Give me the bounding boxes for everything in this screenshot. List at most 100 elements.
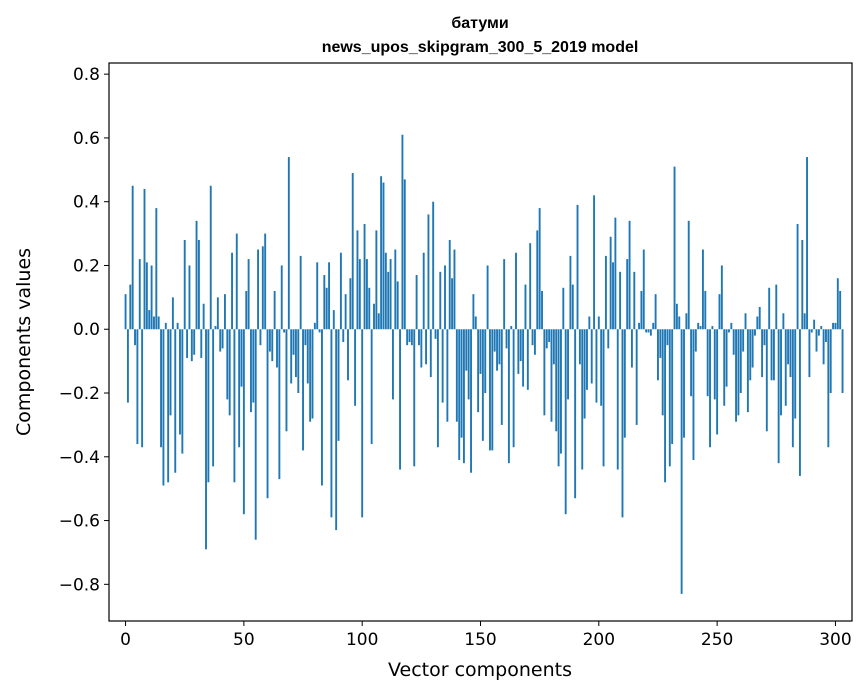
bar bbox=[612, 262, 614, 330]
bar bbox=[538, 208, 541, 330]
bar bbox=[685, 313, 688, 330]
bar bbox=[432, 201, 435, 330]
bar bbox=[583, 329, 586, 419]
bar bbox=[735, 329, 737, 422]
bar bbox=[673, 166, 676, 330]
bar bbox=[484, 329, 487, 394]
bar bbox=[777, 329, 780, 464]
bar bbox=[609, 236, 612, 330]
bar bbox=[675, 303, 678, 330]
bar bbox=[664, 329, 667, 483]
bar bbox=[607, 329, 610, 349]
x-axis-ticks: 0 50 100 150 200 250 300 bbox=[120, 621, 852, 650]
bar bbox=[299, 255, 302, 330]
x-tick-label: 250 bbox=[701, 630, 733, 650]
bar bbox=[242, 329, 245, 515]
bar bbox=[297, 329, 300, 394]
bar bbox=[706, 329, 709, 397]
bar bbox=[626, 259, 629, 330]
bar bbox=[278, 329, 281, 480]
bar bbox=[671, 329, 674, 445]
bar bbox=[815, 329, 818, 352]
bar bbox=[571, 284, 574, 330]
bar bbox=[458, 329, 461, 460]
bar bbox=[652, 322, 655, 330]
bar bbox=[401, 134, 404, 330]
bar bbox=[560, 329, 562, 454]
bar bbox=[209, 185, 212, 330]
bar bbox=[574, 329, 577, 499]
bar bbox=[226, 329, 229, 400]
bar bbox=[129, 284, 132, 330]
bar bbox=[687, 220, 690, 330]
bar bbox=[470, 329, 472, 473]
bar bbox=[290, 329, 293, 384]
bar bbox=[328, 262, 330, 330]
bar bbox=[836, 278, 839, 330]
bar bbox=[522, 329, 525, 387]
bar bbox=[193, 329, 196, 355]
bar bbox=[403, 179, 406, 330]
bar bbox=[157, 316, 160, 330]
bar bbox=[436, 329, 439, 448]
bar bbox=[588, 316, 591, 330]
bar bbox=[545, 329, 548, 349]
bar bbox=[578, 329, 581, 365]
bar bbox=[623, 329, 626, 438]
y-axis-ticks: −0.8 −0.6 −0.4 −0.2 0.0 0.2 0.4 0.6 0.8 bbox=[59, 65, 109, 595]
bar bbox=[205, 329, 207, 550]
bar bbox=[567, 329, 569, 400]
bar bbox=[704, 290, 707, 330]
bar bbox=[474, 316, 477, 330]
bar bbox=[183, 239, 186, 330]
bar bbox=[271, 329, 274, 362]
bar bbox=[796, 224, 799, 330]
bar bbox=[659, 329, 662, 358]
bar bbox=[822, 329, 825, 365]
bar bbox=[621, 329, 624, 518]
bar bbox=[841, 329, 844, 394]
bar bbox=[590, 329, 593, 384]
bar bbox=[742, 329, 745, 352]
bar bbox=[550, 329, 553, 422]
bar bbox=[418, 329, 420, 346]
bar bbox=[179, 329, 181, 435]
bar bbox=[683, 329, 685, 438]
bar bbox=[737, 329, 740, 416]
bar bbox=[415, 275, 418, 330]
bar bbox=[283, 329, 286, 333]
x-tick-label: 100 bbox=[346, 630, 378, 650]
bar bbox=[789, 329, 792, 378]
bar bbox=[406, 329, 409, 346]
bar bbox=[354, 329, 357, 406]
x-tick-label: 50 bbox=[233, 630, 255, 650]
bar bbox=[214, 326, 217, 330]
bar bbox=[425, 329, 428, 365]
bar bbox=[235, 233, 238, 330]
bar bbox=[602, 329, 605, 467]
bar bbox=[181, 329, 184, 454]
y-tick-label: −0.2 bbox=[59, 384, 100, 404]
y-tick-label: 0.8 bbox=[73, 65, 100, 85]
bar bbox=[834, 322, 837, 330]
bar bbox=[557, 329, 560, 467]
bar bbox=[496, 329, 499, 371]
bar bbox=[302, 329, 304, 451]
bar bbox=[593, 195, 596, 330]
y-tick-label: −0.8 bbox=[59, 575, 100, 595]
bar bbox=[543, 329, 546, 416]
bar bbox=[375, 230, 378, 330]
bar bbox=[134, 329, 136, 346]
bar bbox=[642, 249, 645, 330]
bar bbox=[524, 284, 527, 330]
bar bbox=[507, 329, 510, 464]
bar bbox=[413, 329, 416, 467]
bar bbox=[701, 249, 704, 330]
bar bbox=[595, 329, 598, 403]
bar bbox=[526, 329, 529, 390]
bar bbox=[228, 329, 231, 416]
bar bbox=[552, 329, 555, 365]
bar bbox=[744, 313, 747, 330]
bar bbox=[723, 329, 726, 406]
